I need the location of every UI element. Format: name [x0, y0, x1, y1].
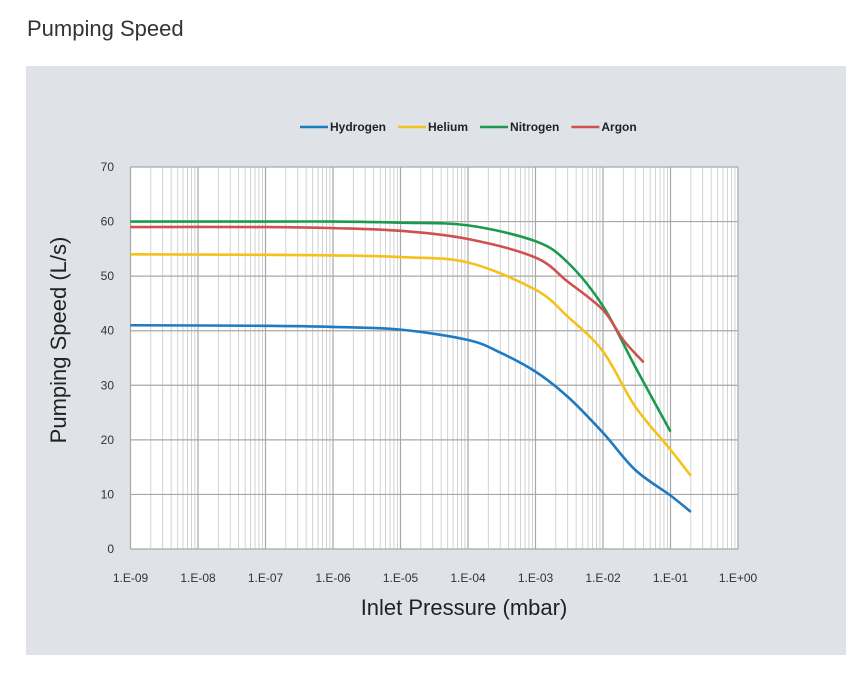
x-axis-label: Inlet Pressure (mbar)	[361, 595, 568, 620]
x-tick-label: 1.E-01	[653, 571, 689, 585]
page-title: Pumping Speed	[27, 16, 184, 41]
y-tick-label: 60	[101, 215, 115, 229]
x-tick-label: 1.E-08	[180, 571, 216, 585]
legend-label-nitrogen: Nitrogen	[510, 120, 559, 134]
x-tick-label: 1.E-03	[518, 571, 554, 585]
legend-label-argon: Argon	[601, 120, 636, 134]
x-tick-label: 1.E-05	[383, 571, 419, 585]
y-tick-label: 40	[101, 324, 115, 338]
legend-label-helium: Helium	[428, 120, 468, 134]
plot-area	[130, 167, 738, 549]
y-axis-label: Pumping Speed (L/s)	[46, 237, 71, 444]
series-line-helium	[130, 253, 692, 477]
x-tick-label: 1.E+00	[719, 571, 758, 585]
legend-label-hydrogen: Hydrogen	[330, 120, 386, 134]
y-tick-label: 70	[101, 160, 115, 174]
series-line-hydrogen	[130, 323, 692, 513]
series-line-argon	[130, 225, 645, 364]
x-tick-label: 1.E-09	[113, 571, 149, 585]
y-tick-label: 50	[101, 269, 115, 283]
x-tick-label: 1.E-02	[585, 571, 621, 585]
x-tick-label: 1.E-07	[248, 571, 284, 585]
y-tick-label: 20	[101, 433, 115, 447]
y-tick-label: 10	[101, 487, 115, 501]
x-tick-label: 1.E-04	[450, 571, 486, 585]
y-tick-label: 30	[101, 378, 115, 392]
y-tick-label: 0	[107, 542, 114, 556]
x-tick-label: 1.E-06	[315, 571, 351, 585]
